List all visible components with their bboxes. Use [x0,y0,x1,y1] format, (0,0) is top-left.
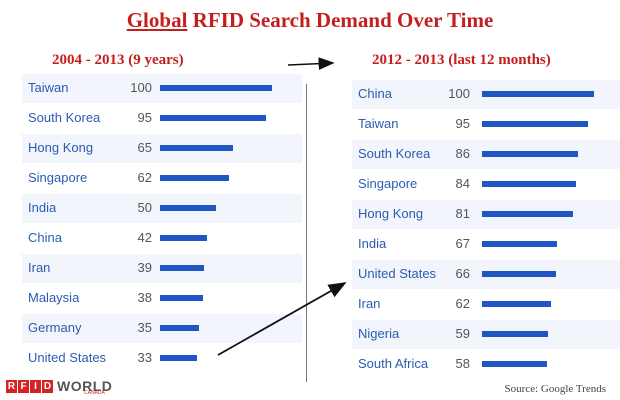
value-label: 95 [455,116,470,131]
logo-letter: R [6,379,17,393]
bar [482,301,552,307]
country-label: China [358,86,392,101]
country-label: United States [358,266,437,281]
country-label: South Africa [358,356,429,371]
value-label: 86 [455,146,470,161]
header-arrow [287,57,335,71]
country-label: India [358,236,387,251]
bar [160,295,203,301]
bar-row: Nigeria 59 [352,320,620,349]
divider-line [306,84,307,382]
bar-row: Taiwan 95 [352,110,620,139]
value-label: 100 [448,86,470,101]
bar [482,211,573,217]
bar-row: South Africa 58 [352,350,620,379]
bar-row: Malaysia 38 [22,284,302,313]
logo-letter: I [30,379,41,393]
bar-row: China 42 [22,224,302,253]
title-prefix: Global [126,8,188,32]
value-label: 50 [137,200,152,215]
bar-row: United States 33 [22,344,302,373]
right-chart-subtitle: 2012 - 2013 (last 12 months) [372,52,551,68]
value-label: 38 [137,290,152,305]
bar [160,85,272,91]
value-label: 58 [455,356,470,371]
bar-row: Iran 39 [22,254,302,283]
chart-title: Global RFID Search Demand Over Time [0,8,620,33]
bar-row: United States 66 [352,260,620,289]
bar [482,181,577,187]
value-label: 81 [455,206,470,221]
country-label: China [28,230,62,245]
source-note: Source: Google Trends [504,383,606,395]
bar [160,115,267,121]
value-label: 33 [137,350,152,365]
left-chart-subtitle: 2004 - 2013 (9 years) [52,52,184,68]
country-label: Germany [28,320,82,335]
bar-row: India 67 [352,230,620,259]
logo-word: WORLD [57,378,113,394]
value-label: 39 [137,260,152,275]
bar-row: China 100 [352,80,620,109]
country-label: Hong Kong [358,206,424,221]
value-label: 95 [137,110,152,125]
country-label: Singapore [28,170,88,185]
value-label: 59 [455,326,470,341]
bar-row: Iran 62 [352,290,620,319]
bar-row: Taiwan 100 [22,74,302,103]
value-label: 65 [137,140,152,155]
rfid-world-logo: R F I D WORLD CANADA [6,376,112,396]
country-label: Nigeria [358,326,400,341]
value-label: 84 [455,176,470,191]
bar-row: Singapore 84 [352,170,620,199]
bar [482,91,594,97]
title-rest: RFID Search Demand Over Time [187,8,494,32]
country-label: United States [28,350,107,365]
value-label: 100 [130,80,152,95]
bar [482,331,549,337]
bar-row: South Korea 86 [352,140,620,169]
bar-row: Singapore 62 [22,164,302,193]
value-label: 42 [137,230,152,245]
value-label: 35 [137,320,152,335]
bar [160,235,208,241]
bar-row: South Korea 95 [22,104,302,133]
bar [160,355,197,361]
logo-subtext: CANADA [84,390,105,396]
country-label: Malaysia [28,290,80,305]
bar [160,145,233,151]
country-label: South Korea [28,110,101,125]
bar [482,241,558,247]
country-label: South Korea [358,146,431,161]
bar [160,325,200,331]
bar [482,271,556,277]
bar [160,205,216,211]
value-label: 62 [137,170,152,185]
value-label: 67 [455,236,470,251]
country-label: Iran [28,260,51,275]
country-label: Hong Kong [28,140,94,155]
bar-row: Hong Kong 65 [22,134,302,163]
value-label: 66 [455,266,470,281]
country-label: Iran [358,296,381,311]
bar-row: Hong Kong 81 [352,200,620,229]
bar [482,361,547,367]
country-label: Taiwan [358,116,399,131]
country-label: India [28,200,57,215]
bar [160,265,204,271]
logo-letter: F [18,379,29,393]
bar [160,175,230,181]
bar-row: Germany 35 [22,314,302,343]
country-label: Taiwan [28,80,69,95]
bar [482,121,589,127]
logo-letter: D [42,379,53,393]
country-label: Singapore [358,176,418,191]
bar-row: India 50 [22,194,302,223]
value-label: 62 [455,296,470,311]
bar [482,151,579,157]
